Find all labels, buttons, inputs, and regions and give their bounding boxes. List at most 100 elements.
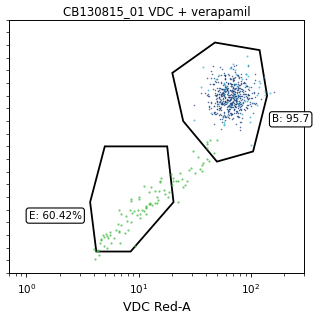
Point: [243, 104, 248, 109]
Point: [249, 103, 254, 108]
Point: [198, 166, 203, 172]
Point: [244, 84, 249, 89]
Point: [224, 84, 229, 89]
Point: [226, 95, 231, 100]
Point: [223, 86, 228, 91]
Point: [222, 82, 227, 87]
Point: [219, 91, 224, 96]
Point: [238, 103, 243, 108]
Point: [230, 78, 235, 83]
Point: [222, 102, 227, 108]
Point: [252, 100, 257, 105]
Point: [233, 108, 238, 113]
Point: [247, 115, 252, 120]
Point: [216, 86, 221, 91]
Point: [245, 96, 250, 101]
Point: [231, 100, 236, 106]
Point: [240, 87, 245, 92]
Point: [98, 238, 103, 243]
Point: [232, 95, 237, 100]
Point: [222, 95, 227, 100]
Point: [237, 110, 242, 115]
Point: [173, 179, 178, 184]
Point: [222, 100, 228, 105]
Point: [234, 99, 239, 104]
Point: [222, 101, 228, 106]
Point: [117, 240, 122, 245]
Point: [243, 77, 248, 82]
Point: [230, 104, 236, 109]
Point: [148, 185, 154, 190]
Point: [231, 92, 236, 97]
Point: [217, 104, 222, 109]
Point: [238, 94, 244, 99]
Point: [198, 85, 203, 90]
Point: [257, 84, 262, 89]
Point: [220, 92, 225, 97]
Point: [262, 74, 267, 79]
Point: [221, 91, 226, 96]
Point: [244, 102, 249, 107]
Point: [206, 106, 211, 111]
Point: [219, 113, 224, 118]
Point: [170, 182, 175, 187]
Point: [234, 94, 239, 99]
Point: [136, 208, 141, 213]
Point: [245, 86, 250, 91]
Point: [161, 188, 166, 193]
Point: [218, 108, 223, 113]
Point: [226, 113, 231, 118]
Point: [216, 91, 221, 96]
Point: [209, 76, 214, 81]
Point: [219, 101, 224, 106]
Point: [242, 91, 247, 96]
Point: [228, 107, 233, 112]
Point: [101, 244, 106, 249]
Point: [233, 68, 238, 73]
Point: [239, 101, 244, 107]
Point: [226, 92, 231, 97]
Point: [213, 80, 219, 85]
Point: [185, 178, 190, 183]
Point: [241, 89, 246, 94]
Point: [228, 100, 233, 105]
X-axis label: VDC Red-A: VDC Red-A: [123, 301, 190, 315]
Point: [230, 99, 235, 104]
Point: [271, 89, 276, 94]
Point: [233, 92, 238, 97]
Point: [143, 204, 148, 209]
Point: [220, 95, 226, 100]
Point: [205, 93, 210, 98]
Point: [228, 94, 233, 100]
Point: [228, 95, 233, 100]
Point: [105, 233, 110, 238]
Point: [206, 93, 212, 99]
Point: [201, 64, 206, 69]
Point: [223, 100, 228, 105]
Point: [220, 100, 225, 105]
Point: [218, 117, 223, 122]
Point: [227, 102, 232, 108]
Point: [234, 104, 239, 109]
Point: [223, 82, 228, 87]
Point: [191, 148, 196, 153]
Point: [237, 120, 243, 125]
Point: [146, 201, 151, 206]
Point: [144, 205, 149, 210]
Point: [225, 97, 230, 102]
Point: [229, 95, 234, 100]
Point: [225, 100, 230, 105]
Point: [220, 116, 225, 122]
Point: [157, 178, 163, 183]
Point: [218, 72, 223, 77]
Point: [224, 97, 229, 102]
Point: [234, 84, 239, 89]
Point: [214, 96, 219, 101]
Point: [204, 157, 210, 162]
Point: [232, 104, 237, 109]
Point: [107, 230, 112, 235]
Point: [227, 65, 232, 70]
Point: [208, 105, 213, 110]
Point: [247, 120, 252, 125]
Point: [245, 93, 251, 98]
